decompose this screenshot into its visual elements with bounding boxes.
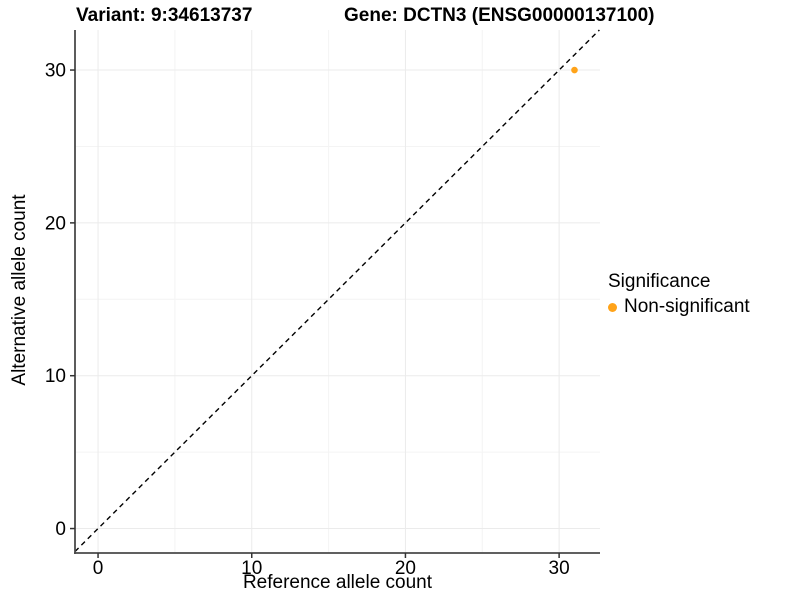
- y-tick-label: 20: [45, 213, 66, 234]
- x-tick-label: 20: [395, 558, 416, 579]
- x-tick-label: 10: [241, 558, 262, 579]
- legend-entry-label: Non-significant: [624, 296, 750, 317]
- plot-title-gene: Gene: DCTN3 (ENSG00000137100): [344, 5, 655, 26]
- data-point: [571, 66, 578, 74]
- y-tick-label: 10: [45, 366, 66, 387]
- legend-entry-non-significant: Non-significant: [608, 296, 750, 318]
- y-tick-label: 0: [55, 519, 66, 540]
- x-axis-label: Reference allele count: [242, 572, 433, 593]
- x-tick-label: 0: [93, 558, 104, 579]
- legend-point-icon: [608, 302, 617, 312]
- x-tick-label: 30: [549, 558, 570, 579]
- legend: Significance Non-significant: [608, 271, 750, 318]
- y-tick-label: 30: [45, 61, 66, 82]
- identity-line: [74, 29, 600, 552]
- y-axis-label: Alternative allele count: [9, 194, 30, 386]
- plot-title-variant: Variant: 9:34613737: [76, 5, 253, 26]
- legend-title: Significance: [608, 271, 711, 292]
